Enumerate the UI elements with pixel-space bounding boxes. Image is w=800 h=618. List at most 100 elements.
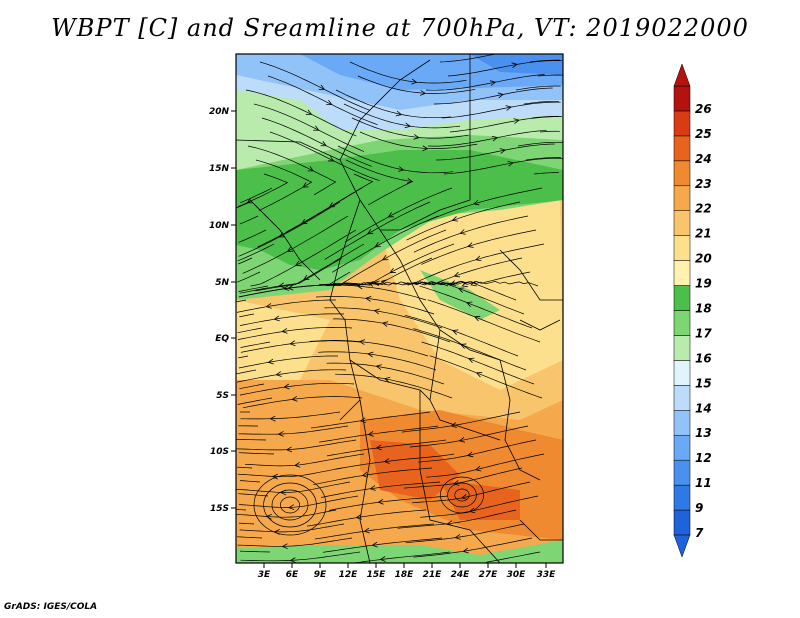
streamline	[533, 172, 559, 175]
streamline-arrow	[449, 280, 457, 286]
streamline	[355, 551, 451, 563]
vortex-streamline	[253, 474, 327, 536]
streamline	[539, 130, 561, 133]
y-tick-label: 20N	[209, 107, 230, 117]
streamline-arrow	[359, 417, 366, 424]
streamline-arrow	[505, 105, 512, 111]
streamline-arrow	[375, 444, 382, 451]
vortex-streamline	[263, 482, 317, 528]
streamline	[403, 280, 517, 301]
hot-core-3	[440, 480, 520, 520]
streamline-arrow	[275, 371, 282, 377]
streamline	[257, 187, 363, 248]
streamline	[321, 481, 441, 498]
colorbar-label: 15	[695, 376, 712, 390]
streamline-arrow	[461, 281, 468, 288]
streamline	[307, 509, 427, 527]
x-tick-label: 9E	[314, 570, 327, 580]
streamline-arrow	[265, 513, 272, 520]
streamline-arrow	[361, 472, 368, 478]
streamline-arrow	[365, 296, 372, 302]
streamline-arrow	[303, 274, 310, 281]
streamline	[313, 467, 433, 486]
streamline-arrow	[379, 556, 386, 562]
streamline	[269, 131, 380, 182]
colorbar-swatch	[673, 185, 691, 211]
streamline-arrow	[467, 242, 474, 248]
streamline	[412, 481, 531, 504]
streamline	[334, 453, 455, 470]
streamline	[242, 215, 349, 274]
streamline	[238, 285, 269, 292]
y-axis: 20N 15N 10N 5N EQ 5S 10S 15S	[209, 107, 236, 514]
colorbar-label: 22	[695, 202, 712, 216]
streamline	[405, 523, 525, 544]
y-tick-label: 15S	[210, 504, 229, 514]
streamline-arrow	[460, 494, 468, 500]
streamline-arrow	[406, 177, 414, 184]
colorbar-label: 23	[695, 177, 712, 191]
colorbar-label: 25	[695, 127, 712, 141]
streamline-arrow	[373, 308, 380, 315]
streamline	[335, 89, 452, 119]
streamline	[413, 537, 533, 558]
streamline	[236, 438, 267, 441]
streamline	[332, 318, 451, 343]
vortex-streamline	[447, 482, 477, 508]
streamline-arrow	[454, 534, 461, 540]
streamline-arrow	[363, 527, 370, 534]
streamline	[237, 173, 289, 207]
streamline	[439, 54, 495, 63]
streamline	[447, 60, 562, 77]
colorbar-label: 7	[695, 526, 704, 540]
streamline	[319, 425, 439, 443]
streamline	[337, 145, 454, 174]
green-south-edge	[236, 540, 563, 563]
streamline	[426, 187, 543, 222]
streamline-arrow	[282, 285, 290, 291]
streamline	[427, 299, 541, 343]
map-frame	[235, 53, 564, 564]
streamline	[411, 281, 525, 315]
streamline-arrow	[411, 78, 418, 85]
streamline-arrow	[367, 281, 374, 287]
streamline	[236, 536, 263, 539]
streamline-arrow	[283, 383, 290, 390]
streamline	[523, 100, 559, 105]
streamline	[239, 383, 265, 390]
pale-warm-band	[380, 190, 563, 390]
streamline-arrow	[389, 267, 396, 274]
streamline	[236, 509, 337, 518]
colorbar-swatch	[673, 360, 691, 386]
streamline-arrow	[451, 329, 459, 335]
streamline	[427, 129, 547, 147]
streamline	[255, 243, 365, 292]
x-tick-label: 27E	[479, 570, 499, 580]
streamline	[349, 61, 467, 84]
footer-credit: GrADS: IGES/COLA	[4, 602, 98, 612]
streamline	[326, 362, 445, 385]
colorbar-label: 19	[695, 277, 712, 291]
streamline-arrow	[288, 504, 295, 511]
streamline	[406, 201, 521, 241]
colorbar-swatch	[673, 335, 691, 361]
streamline	[239, 480, 261, 483]
streamline-arrow	[387, 212, 394, 218]
streamline	[240, 551, 361, 562]
streamline	[311, 411, 431, 429]
streamline	[250, 229, 357, 287]
colorbar: 7 9 11 12 13 14 15 16 17 18 19 20 21 22 23 24 25 26	[673, 63, 712, 558]
streamline	[325, 271, 441, 286]
streamline-arrow	[375, 364, 382, 370]
streamline-arrow	[326, 99, 333, 106]
streamline	[413, 215, 529, 253]
streamline-arrow	[383, 376, 391, 383]
vortex-streamline	[271, 489, 309, 521]
streamline	[240, 187, 273, 204]
streamline-arrow	[468, 507, 476, 514]
x-tick-label: 12E	[339, 570, 359, 580]
streamline-arrow	[294, 461, 301, 468]
streamline	[240, 340, 361, 353]
streamline	[236, 439, 357, 451]
streamline	[343, 103, 461, 129]
